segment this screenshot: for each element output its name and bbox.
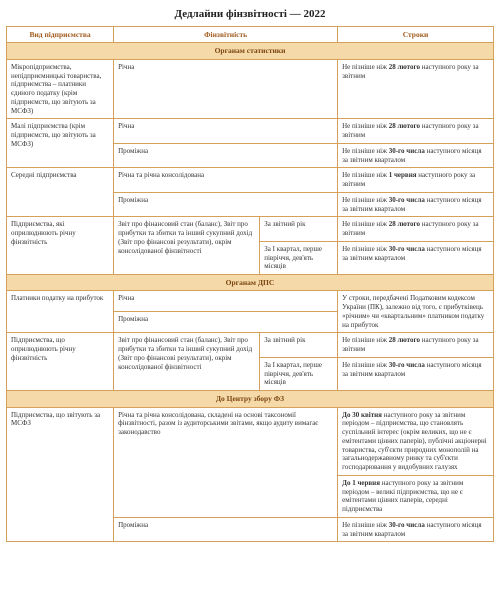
cell-period: За звітний рік bbox=[260, 217, 338, 242]
cell-report: Звіт про фінансовий стан (баланс), Звіт … bbox=[114, 217, 260, 275]
cell-deadline: До 1 червня наступного року за звітним п… bbox=[338, 475, 494, 517]
cell-deadline: Не пізніше ніж 30-го числа наступного мі… bbox=[338, 517, 494, 542]
section-header: Органам статистики bbox=[7, 43, 494, 59]
cell-report: Проміжна bbox=[114, 192, 338, 217]
header-entity: Вид підприємства bbox=[7, 27, 114, 43]
table-row: Платники податку на прибутокРічнаУ строк… bbox=[7, 291, 494, 312]
cell-report: Річна та річна консолідована, складені н… bbox=[114, 407, 338, 517]
cell-entity: Мікропідприємства, непідприємницькі това… bbox=[7, 59, 114, 119]
deadlines-table: Вид підприємства Фінзвітність Строки Орг… bbox=[6, 26, 494, 542]
table-row: Підприємства, що оприлюднюють річну фінз… bbox=[7, 333, 494, 358]
cell-deadline: Не пізніше ніж 30-го числа наступного мі… bbox=[338, 357, 494, 390]
section-header: Органам ДПС bbox=[7, 275, 494, 291]
cell-entity: Середні підприємства bbox=[7, 168, 114, 217]
cell-report: Річна bbox=[114, 119, 338, 144]
cell-deadline: Не пізніше ніж 30-го числа наступного мі… bbox=[338, 143, 494, 168]
table-row: Мікропідприємства, непідприємницькі това… bbox=[7, 59, 494, 119]
cell-entity: Платники податку на прибуток bbox=[7, 291, 114, 333]
cell-deadline: Не пізніше ніж 28 лютого наступного року… bbox=[338, 333, 494, 358]
cell-entity: Підприємства, що оприлюднюють річну фінз… bbox=[7, 333, 114, 391]
cell-deadline: Не пізніше ніж 30-го числа наступного мі… bbox=[338, 192, 494, 217]
table-row: Підприємства, що звітують за МСФЗРічна т… bbox=[7, 407, 494, 475]
cell-deadline: Не пізніше ніж 28 лютого наступного року… bbox=[338, 59, 494, 119]
cell-deadline: До 30 квітня наступного року за звітним … bbox=[338, 407, 494, 475]
section-title: Органам ДПС bbox=[7, 275, 494, 291]
table-row: Малі підприємства (крім підприємств, що … bbox=[7, 119, 494, 144]
cell-report: Річна bbox=[114, 59, 338, 119]
cell-entity: Підприємства, що звітують за МСФЗ bbox=[7, 407, 114, 542]
header-terms: Строки bbox=[338, 27, 494, 43]
page-title: Дедлайни фінзвітності — 2022 bbox=[0, 0, 500, 26]
cell-report: Річна bbox=[114, 291, 338, 312]
table-row: Середні підприємстваРічна та річна консо… bbox=[7, 168, 494, 193]
cell-period: За звітний рік bbox=[260, 333, 338, 358]
cell-report: Звіт про фінансовий стан (баланс), Звіт … bbox=[114, 333, 260, 391]
cell-deadline: У строки, передбачені Податковим кодексо… bbox=[338, 291, 494, 333]
cell-report: Проміжна bbox=[114, 312, 338, 333]
cell-period: За І квартал, перше півріччя, дев'ять мі… bbox=[260, 357, 338, 390]
cell-entity: Підприємства, які оприлюднюють річну фін… bbox=[7, 217, 114, 275]
table-row: Підприємства, які оприлюднюють річну фін… bbox=[7, 217, 494, 242]
section-title: Органам статистики bbox=[7, 43, 494, 59]
cell-deadline: Не пізніше ніж 1 червня наступного року … bbox=[338, 168, 494, 193]
cell-deadline: Не пізніше ніж 28 лютого наступного року… bbox=[338, 217, 494, 242]
cell-deadline: Не пізніше ніж 28 лютого наступного року… bbox=[338, 119, 494, 144]
cell-entity: Малі підприємства (крім підприємств, що … bbox=[7, 119, 114, 168]
section-title: До Центру збору ФЗ bbox=[7, 391, 494, 407]
section-header: До Центру збору ФЗ bbox=[7, 391, 494, 407]
header-row: Вид підприємства Фінзвітність Строки bbox=[7, 27, 494, 43]
cell-report: Проміжна bbox=[114, 143, 338, 168]
cell-report: Річна та річна консолідована bbox=[114, 168, 338, 193]
cell-report: Проміжна bbox=[114, 517, 338, 542]
header-report: Фінзвітність bbox=[114, 27, 338, 43]
cell-period: За І квартал, перше півріччя, дев'ять мі… bbox=[260, 241, 338, 274]
cell-deadline: Не пізніше ніж 30-го числа наступного мі… bbox=[338, 241, 494, 274]
